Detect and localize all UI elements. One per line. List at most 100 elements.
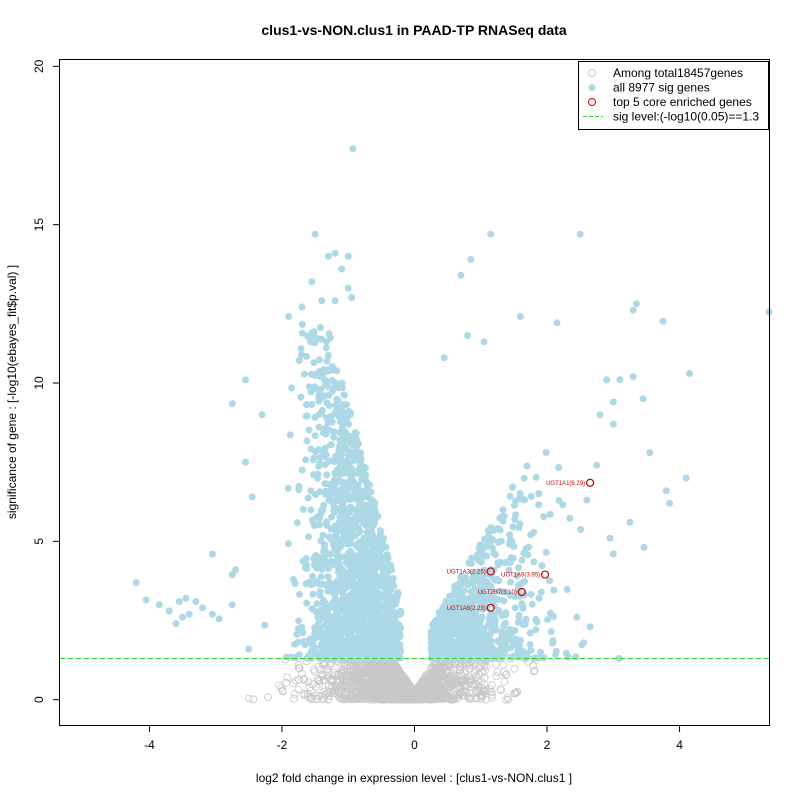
sig-gene-point	[323, 471, 331, 479]
sig-gene-point	[497, 537, 505, 545]
sig-gene-point	[351, 492, 359, 500]
sig-gene-point	[311, 626, 319, 634]
nonsig-gene-point	[445, 685, 454, 694]
sig-gene-point	[501, 637, 509, 645]
sig-gene-point	[368, 575, 376, 583]
nonsig-gene-point	[244, 694, 253, 703]
nonsig-gene-point	[319, 676, 328, 685]
sig-gene-point	[355, 632, 363, 640]
sig-gene-point	[345, 459, 353, 467]
nonsig-gene-point	[450, 693, 459, 702]
sig-gene-point	[322, 602, 330, 610]
sig-gene-point	[572, 653, 580, 661]
legend-entry-sig: all 8977 sig genes	[613, 81, 710, 95]
nonsig-gene-point	[365, 691, 374, 699]
nonsig-gene-point	[348, 666, 357, 674]
sig-gene-point	[553, 319, 561, 327]
sig-gene-point	[344, 252, 352, 260]
sig-gene-point	[309, 572, 316, 580]
sig-gene-point	[303, 437, 311, 445]
sig-gene-point	[388, 566, 396, 574]
nonsig-gene-point	[306, 695, 315, 704]
nonsig-gene-point	[415, 683, 424, 692]
sig-gene-point	[333, 633, 341, 641]
sig-gene-point	[351, 516, 359, 524]
sig-gene-point	[325, 642, 333, 650]
sig-gene-point	[321, 381, 329, 388]
sig-gene-point	[295, 651, 303, 659]
sig-gene-point	[228, 400, 236, 408]
sig-gene-point	[307, 506, 315, 514]
sig-gene-point	[311, 522, 318, 530]
sig-gene-point	[328, 600, 336, 608]
sig-gene-point	[615, 655, 623, 662]
sig-gene-point	[532, 626, 540, 634]
y-axis-label: significance of gene : [-log10(ebayes_fi…	[5, 265, 19, 519]
nonsig-gene-point	[377, 691, 386, 699]
legend-entry-sig-level: sig level:(-log10(0.05)==1.3	[613, 110, 759, 124]
sig-gene-point	[500, 622, 508, 630]
nonsig-gene-point	[455, 691, 464, 700]
nonsig-gene-point	[317, 670, 326, 679]
sig-gene-point	[520, 474, 528, 482]
nonsig-gene-point	[353, 671, 361, 679]
sig-gene-point	[452, 613, 460, 621]
sig-gene-point	[316, 591, 324, 599]
sig-gene-point	[457, 578, 465, 586]
sig-gene-point	[491, 619, 499, 627]
sig-gene-point	[295, 486, 303, 494]
sig-gene-point	[228, 601, 236, 609]
sig-gene-point	[339, 589, 347, 597]
sig-gene-point	[563, 586, 571, 593]
nonsig-gene-point	[314, 675, 322, 683]
sig-gene-point	[175, 598, 183, 605]
sig-gene-point	[303, 412, 311, 420]
sig-gene-point	[540, 513, 548, 521]
sig-gene-point	[310, 332, 318, 340]
nonsig-gene-point	[493, 668, 502, 676]
sig-gene-point	[596, 411, 604, 419]
sig-gene-point	[583, 496, 591, 504]
sig-gene-point	[345, 477, 353, 485]
sig-gene-point	[535, 501, 543, 509]
sig-gene-point	[172, 620, 180, 628]
nonsig-gene-point	[497, 686, 506, 694]
sig-gene-point	[483, 552, 491, 560]
sig-gene-point	[348, 582, 356, 590]
sig-gene-point	[629, 373, 637, 381]
sig-gene-point	[334, 536, 342, 544]
nonsig-gene-point	[458, 676, 466, 685]
sig-gene-point	[353, 505, 361, 513]
sig-gene-point	[509, 523, 517, 531]
sig-gene-point	[319, 531, 327, 539]
sig-gene-point	[333, 395, 341, 403]
sig-gene-point	[491, 576, 499, 584]
sig-gene-point	[375, 582, 383, 590]
sig-gene-point	[646, 449, 654, 457]
x-tick-label: 2	[544, 738, 551, 752]
sig-gene-point	[396, 630, 404, 638]
sig-gene-point	[315, 446, 323, 453]
sig-gene-point	[304, 332, 312, 340]
nonsig-gene-point	[278, 687, 287, 696]
sig-gene-point	[342, 401, 350, 408]
sig-gene-point	[199, 604, 206, 612]
sig-gene-point	[477, 615, 484, 623]
core-gene-label: UGT1A3(2.25)	[447, 569, 486, 575]
sig-gene-point	[324, 587, 332, 595]
nonsig-gene-point	[348, 690, 357, 699]
sig-gene-point	[505, 566, 513, 574]
sig-gene-point	[318, 410, 326, 418]
nonsig-gene-point	[360, 666, 369, 675]
sig-gene-point	[526, 641, 534, 648]
sig-gene-point	[364, 504, 372, 511]
sig-gene-point	[317, 335, 325, 343]
sig-gene-point	[349, 145, 357, 153]
sig-gene-point	[457, 271, 465, 279]
nonsig-gene-point	[304, 693, 313, 701]
nonsig-gene-point	[331, 689, 340, 697]
sig-gene-point	[346, 540, 354, 548]
nonsig-gene-point	[306, 692, 315, 701]
nonsig-gene-point	[383, 684, 391, 693]
nonsig-gene-point	[304, 678, 313, 686]
